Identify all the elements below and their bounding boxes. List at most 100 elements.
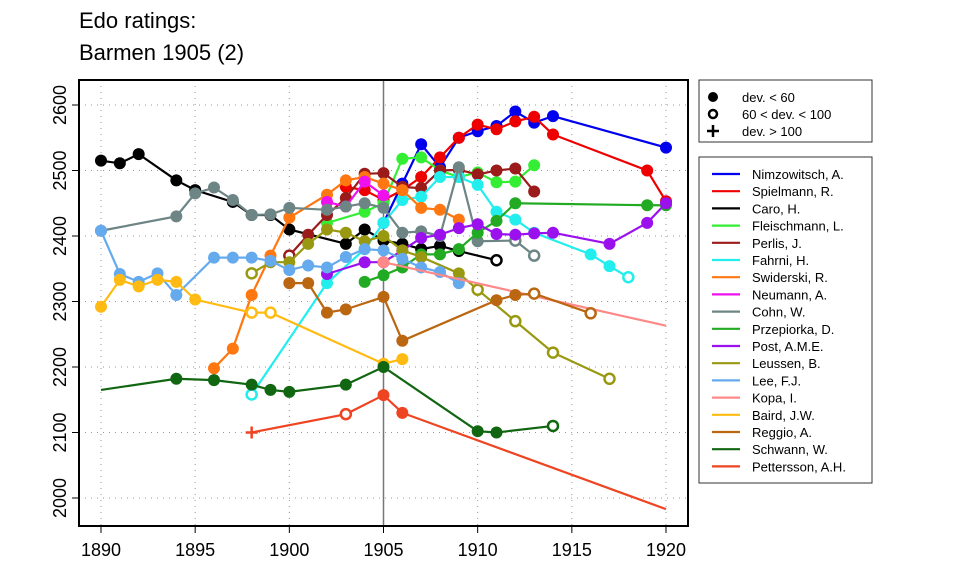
data-point <box>208 362 220 375</box>
open-circle-icon <box>707 108 719 120</box>
data-point <box>547 128 559 141</box>
data-point <box>434 248 446 261</box>
series-swiderski-r- <box>208 171 465 375</box>
data-point <box>415 250 428 263</box>
data-point <box>339 226 352 239</box>
marker-legend-label: 60 < dev. < 100 <box>742 107 831 122</box>
data-point <box>283 277 296 290</box>
data-point <box>396 152 409 165</box>
data-point <box>321 223 333 236</box>
data-point <box>264 208 277 221</box>
data-point <box>546 346 560 359</box>
data-point <box>132 148 145 161</box>
data-point <box>245 288 258 301</box>
data-point <box>170 275 183 288</box>
series-spielmann-r- <box>339 110 672 208</box>
series-schwann-w- <box>100 361 560 439</box>
data-point <box>302 259 315 272</box>
legend-label: Reggio, A. <box>752 425 812 440</box>
data-point <box>471 235 484 248</box>
y-tick-label: 2400 <box>50 216 70 256</box>
filled-dot-icon <box>708 92 718 102</box>
series-legend: Nimzowitsch, A. Spielmann, R. Caro, H. Flei… <box>712 167 846 474</box>
data-point <box>339 237 352 250</box>
y-tick-label: 2200 <box>50 347 70 387</box>
data-point <box>434 171 446 184</box>
data-point <box>490 294 503 307</box>
legend-label: Fleischmann, L. <box>752 219 844 234</box>
data-point <box>471 168 484 181</box>
data-point <box>113 157 126 170</box>
data-point <box>95 224 107 237</box>
data-point <box>245 388 258 401</box>
data-point <box>283 211 296 224</box>
data-point <box>170 174 183 187</box>
data-point <box>528 159 541 172</box>
legend-label: Spielmann, R. <box>752 184 834 199</box>
series-line <box>100 365 554 434</box>
data-point <box>283 223 296 236</box>
legend-label: Baird, J.W. <box>752 408 815 423</box>
series-line <box>326 180 385 208</box>
marker-legend-label: dev. > 100 <box>742 124 802 139</box>
data-point <box>660 141 672 154</box>
data-point <box>377 230 390 242</box>
data-point <box>452 213 465 226</box>
data-point <box>264 254 277 267</box>
legend-label: Pettersson, A.H. <box>752 459 846 474</box>
data-point <box>245 378 258 391</box>
data-point <box>377 290 390 303</box>
data-point <box>434 239 446 252</box>
data-point <box>509 228 522 241</box>
x-tick-label: 1905 <box>363 540 403 560</box>
data-point <box>396 353 409 366</box>
data-point <box>396 406 409 419</box>
data-point <box>660 197 672 210</box>
x-tick-label: 1890 <box>81 540 121 560</box>
data-point <box>509 115 522 128</box>
x-tick-label: 1920 <box>646 540 686 560</box>
data-point <box>339 378 352 391</box>
x-tick-label: 1915 <box>552 540 592 560</box>
data-point <box>339 250 352 263</box>
series-reggio-a- <box>283 277 597 347</box>
data-point <box>358 197 371 210</box>
data-point <box>434 203 446 216</box>
data-point <box>415 201 428 214</box>
data-point <box>339 200 352 213</box>
data-point <box>547 110 559 123</box>
data-point <box>509 175 522 188</box>
data-point <box>189 187 202 200</box>
y-tick-label: 2100 <box>50 412 70 452</box>
data-point <box>641 199 654 212</box>
legend-label: Caro, H. <box>752 201 800 216</box>
data-point <box>377 256 390 269</box>
data-point <box>452 222 465 235</box>
series-pettersson-a-h- <box>245 389 667 511</box>
data-point <box>302 237 315 250</box>
data-point <box>415 138 428 151</box>
series-line <box>345 115 667 202</box>
data-point <box>377 389 390 402</box>
data-point <box>377 177 390 190</box>
data-point <box>170 288 183 301</box>
data-point <box>584 248 597 261</box>
data-point <box>377 361 390 373</box>
data-point <box>527 249 541 262</box>
legend-label: Fahrni, H. <box>752 253 809 268</box>
y-tick-label: 2500 <box>50 150 70 190</box>
data-point <box>226 342 239 355</box>
data-point <box>113 273 126 286</box>
data-point <box>415 171 428 184</box>
series-line <box>100 278 403 365</box>
data-point <box>490 123 503 136</box>
data-point <box>527 287 541 300</box>
data-point <box>471 218 484 231</box>
y-tick-label: 2000 <box>50 478 70 518</box>
series-baird-j-w- <box>95 273 409 370</box>
data-point <box>321 261 333 274</box>
data-point <box>434 151 446 164</box>
data-point <box>377 269 390 282</box>
data-point <box>546 419 560 433</box>
data-point <box>358 175 371 188</box>
